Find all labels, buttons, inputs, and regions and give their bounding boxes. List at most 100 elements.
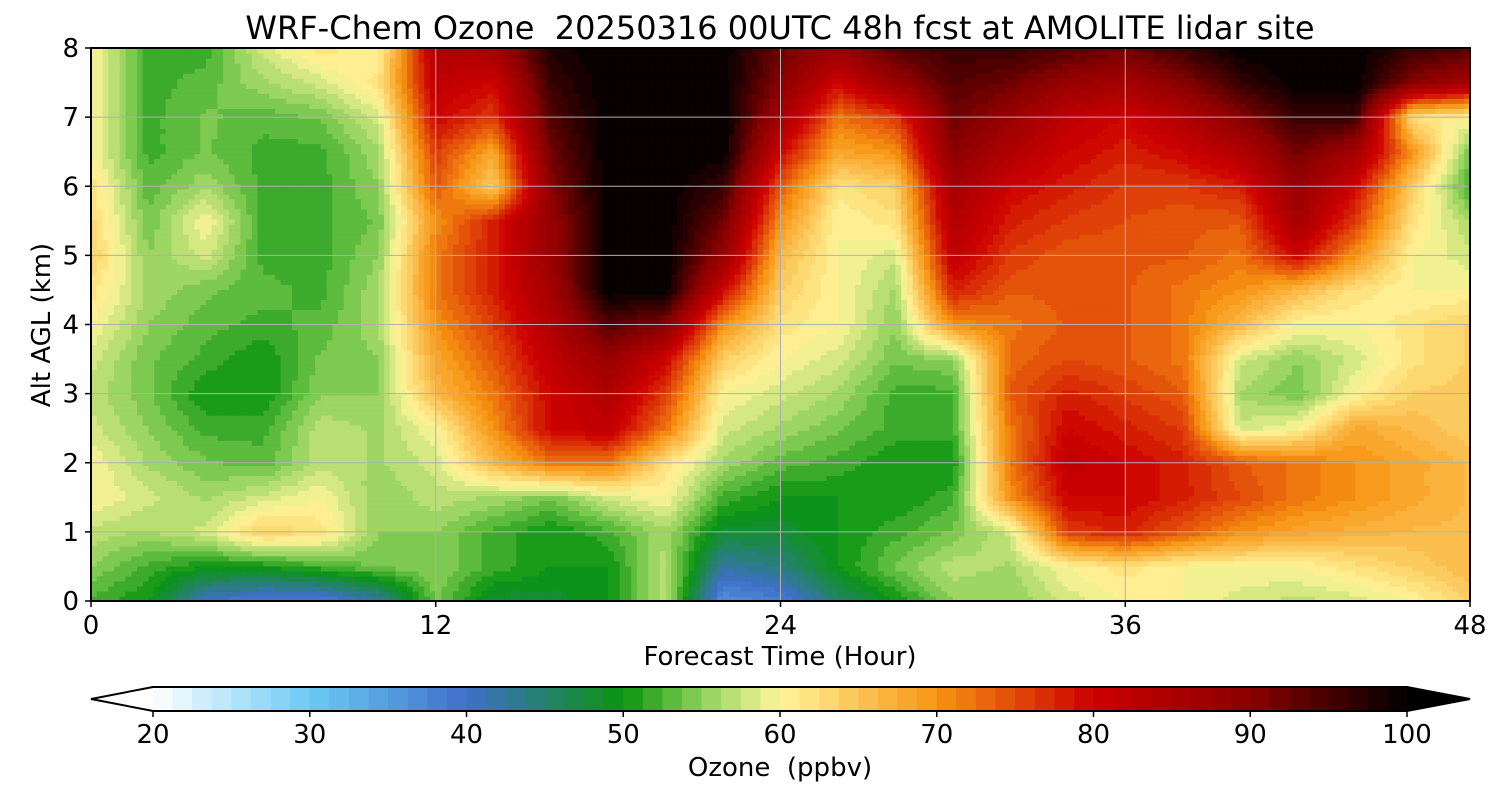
- ozone-cell: [533, 540, 540, 547]
- ozone-cell: [1349, 575, 1356, 582]
- ozone-cell: [108, 570, 115, 577]
- ozone-cell: [619, 590, 626, 597]
- ozone-cell: [1332, 550, 1339, 557]
- ozone-cell: [1274, 580, 1281, 587]
- ozone-cell: [694, 570, 701, 577]
- ozone-cell: [993, 510, 1000, 517]
- ozone-cell: [292, 580, 299, 587]
- ozone-cell: [1303, 595, 1310, 601]
- ozone-cell: [832, 575, 839, 582]
- ozone-cell: [1165, 505, 1172, 512]
- ozone-cell: [320, 525, 328, 532]
- ozone-cell: [1125, 565, 1132, 572]
- ozone-cell: [1274, 540, 1281, 547]
- ozone-cell: [1016, 595, 1023, 601]
- ozone-cell: [918, 525, 925, 532]
- ozone-cell: [889, 575, 897, 582]
- ozone-cell: [1240, 545, 1247, 552]
- ozone-cell: [809, 495, 816, 502]
- ozone-cell: [734, 515, 741, 522]
- ozone-cell: [395, 525, 402, 532]
- ozone-cell: [849, 510, 856, 517]
- ozone-cell: [1309, 535, 1316, 542]
- ozone-cell: [872, 495, 879, 502]
- ozone-cell: [1010, 575, 1017, 582]
- ozone-cell: [1033, 535, 1040, 542]
- ozone-cell: [177, 515, 184, 522]
- ozone-cell: [200, 540, 207, 547]
- ozone-cell: [1343, 535, 1350, 542]
- ozone-cell: [533, 535, 540, 542]
- ozone-cell: [1326, 550, 1333, 557]
- ozone-cell: [464, 575, 471, 582]
- ozone-cell: [1073, 550, 1080, 557]
- ozone-cell: [521, 525, 529, 532]
- ozone-cell: [366, 515, 374, 522]
- ozone-cell: [441, 510, 448, 517]
- ozone-cell: [866, 575, 874, 582]
- ozone-cell: [1004, 595, 1011, 601]
- ozone-cell: [837, 555, 845, 562]
- ozone-cell: [843, 550, 851, 557]
- ozone-cell: [608, 580, 615, 587]
- ozone-cell: [694, 550, 701, 557]
- ozone-cell: [338, 580, 345, 587]
- ozone-cell: [1263, 520, 1270, 527]
- ozone-cell: [1280, 585, 1287, 592]
- ozone-cell: [389, 570, 397, 577]
- ozone-cell: [1366, 540, 1373, 547]
- ozone-cell: [441, 595, 448, 601]
- ozone-cell: [1286, 520, 1293, 527]
- ozone-cell: [292, 555, 299, 562]
- ozone-cell: [1412, 525, 1419, 532]
- ozone-cell: [1326, 515, 1333, 522]
- ozone-cell: [648, 500, 655, 507]
- ozone-cell: [746, 500, 753, 507]
- ozone-cell: [395, 590, 402, 597]
- ozone-cell: [1337, 585, 1345, 592]
- ozone-cell: [1326, 505, 1333, 512]
- ozone-cell: [1016, 540, 1023, 547]
- ozone-cell: [544, 520, 552, 527]
- ozone-cell: [361, 530, 368, 537]
- ozone-cell: [361, 560, 368, 567]
- ozone-cell: [964, 580, 971, 587]
- ozone-cell: [102, 575, 109, 582]
- ozone-cell: [113, 545, 121, 552]
- ozone-cell: [1102, 540, 1109, 547]
- ozone-cell: [1171, 555, 1178, 562]
- ozone-cell: [223, 515, 230, 522]
- ozone-cell: [320, 550, 328, 557]
- ozone-cell: [131, 530, 138, 537]
- ozone-cell: [343, 590, 351, 597]
- ozone-cell: [1337, 555, 1345, 562]
- ozone-cell: [1372, 555, 1379, 562]
- ozone-cell: [1441, 550, 1448, 557]
- ozone-cell: [837, 575, 845, 582]
- ozone-cell: [165, 580, 173, 587]
- ozone-cell: [1131, 565, 1138, 572]
- ozone-cell: [613, 575, 621, 582]
- ozone-cell: [596, 565, 603, 572]
- ozone-cell: [1332, 585, 1339, 592]
- ozone-cell: [1194, 560, 1201, 567]
- ozone-cell: [1039, 505, 1046, 512]
- ozone-cell: [1079, 570, 1086, 577]
- ozone-cell: [711, 565, 718, 572]
- ozone-cell: [1464, 585, 1470, 592]
- ozone-cell: [338, 500, 345, 507]
- ozone-cell: [786, 545, 793, 552]
- ozone-cell: [895, 560, 902, 567]
- ozone-cell: [906, 515, 914, 522]
- ozone-cell: [1309, 520, 1316, 527]
- ozone-cell: [688, 525, 695, 532]
- ozone-cell: [883, 500, 891, 507]
- ozone-cell: [654, 595, 661, 601]
- ozone-cell: [1027, 540, 1034, 547]
- ozone-cell: [740, 530, 747, 537]
- ozone-cell: [1153, 555, 1161, 562]
- ozone-cell: [993, 495, 1000, 502]
- ozone-cell: [883, 580, 891, 587]
- ozone-cell: [464, 580, 471, 587]
- ozone-cell: [1182, 595, 1190, 601]
